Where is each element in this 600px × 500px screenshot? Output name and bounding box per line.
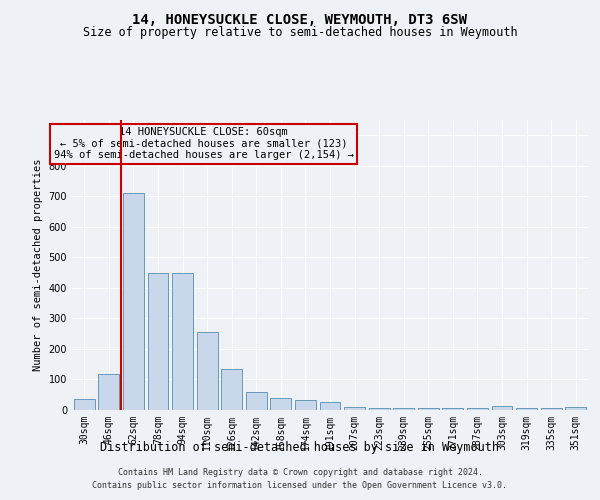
Bar [74, 400, 95, 410]
Bar [320, 402, 340, 410]
Bar [221, 369, 242, 410]
Y-axis label: Number of semi-detached properties: Number of semi-detached properties [33, 159, 43, 371]
Bar [467, 408, 488, 410]
Bar [516, 408, 537, 410]
Bar [148, 272, 169, 410]
Bar [368, 408, 389, 410]
Text: Contains HM Land Registry data © Crown copyright and database right 2024.: Contains HM Land Registry data © Crown c… [118, 468, 482, 477]
Text: Size of property relative to semi-detached houses in Weymouth: Size of property relative to semi-detach… [83, 26, 517, 39]
Bar [295, 400, 316, 410]
Bar [418, 408, 439, 410]
Bar [197, 332, 218, 410]
Text: 14, HONEYSUCKLE CLOSE, WEYMOUTH, DT3 6SW: 14, HONEYSUCKLE CLOSE, WEYMOUTH, DT3 6SW [133, 12, 467, 26]
Bar [271, 398, 292, 410]
Bar [246, 392, 267, 410]
Bar [565, 407, 586, 410]
Bar [442, 408, 463, 410]
Bar [541, 408, 562, 410]
Bar [172, 272, 193, 410]
Bar [491, 406, 512, 410]
Text: 14 HONEYSUCKLE CLOSE: 60sqm
← 5% of semi-detached houses are smaller (123)
94% o: 14 HONEYSUCKLE CLOSE: 60sqm ← 5% of semi… [53, 127, 353, 160]
Bar [393, 408, 414, 410]
Text: Contains public sector information licensed under the Open Government Licence v3: Contains public sector information licen… [92, 482, 508, 490]
Bar [344, 407, 365, 410]
Text: Distribution of semi-detached houses by size in Weymouth: Distribution of semi-detached houses by … [101, 441, 499, 454]
Bar [98, 374, 119, 410]
Bar [123, 194, 144, 410]
